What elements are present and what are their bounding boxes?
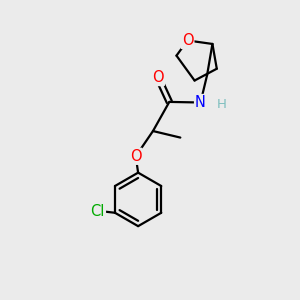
Text: Cl: Cl	[91, 204, 105, 219]
Text: H: H	[217, 98, 227, 111]
Text: O: O	[130, 149, 142, 164]
Text: O: O	[152, 70, 164, 85]
Text: O: O	[182, 33, 193, 48]
Text: N: N	[195, 95, 206, 110]
